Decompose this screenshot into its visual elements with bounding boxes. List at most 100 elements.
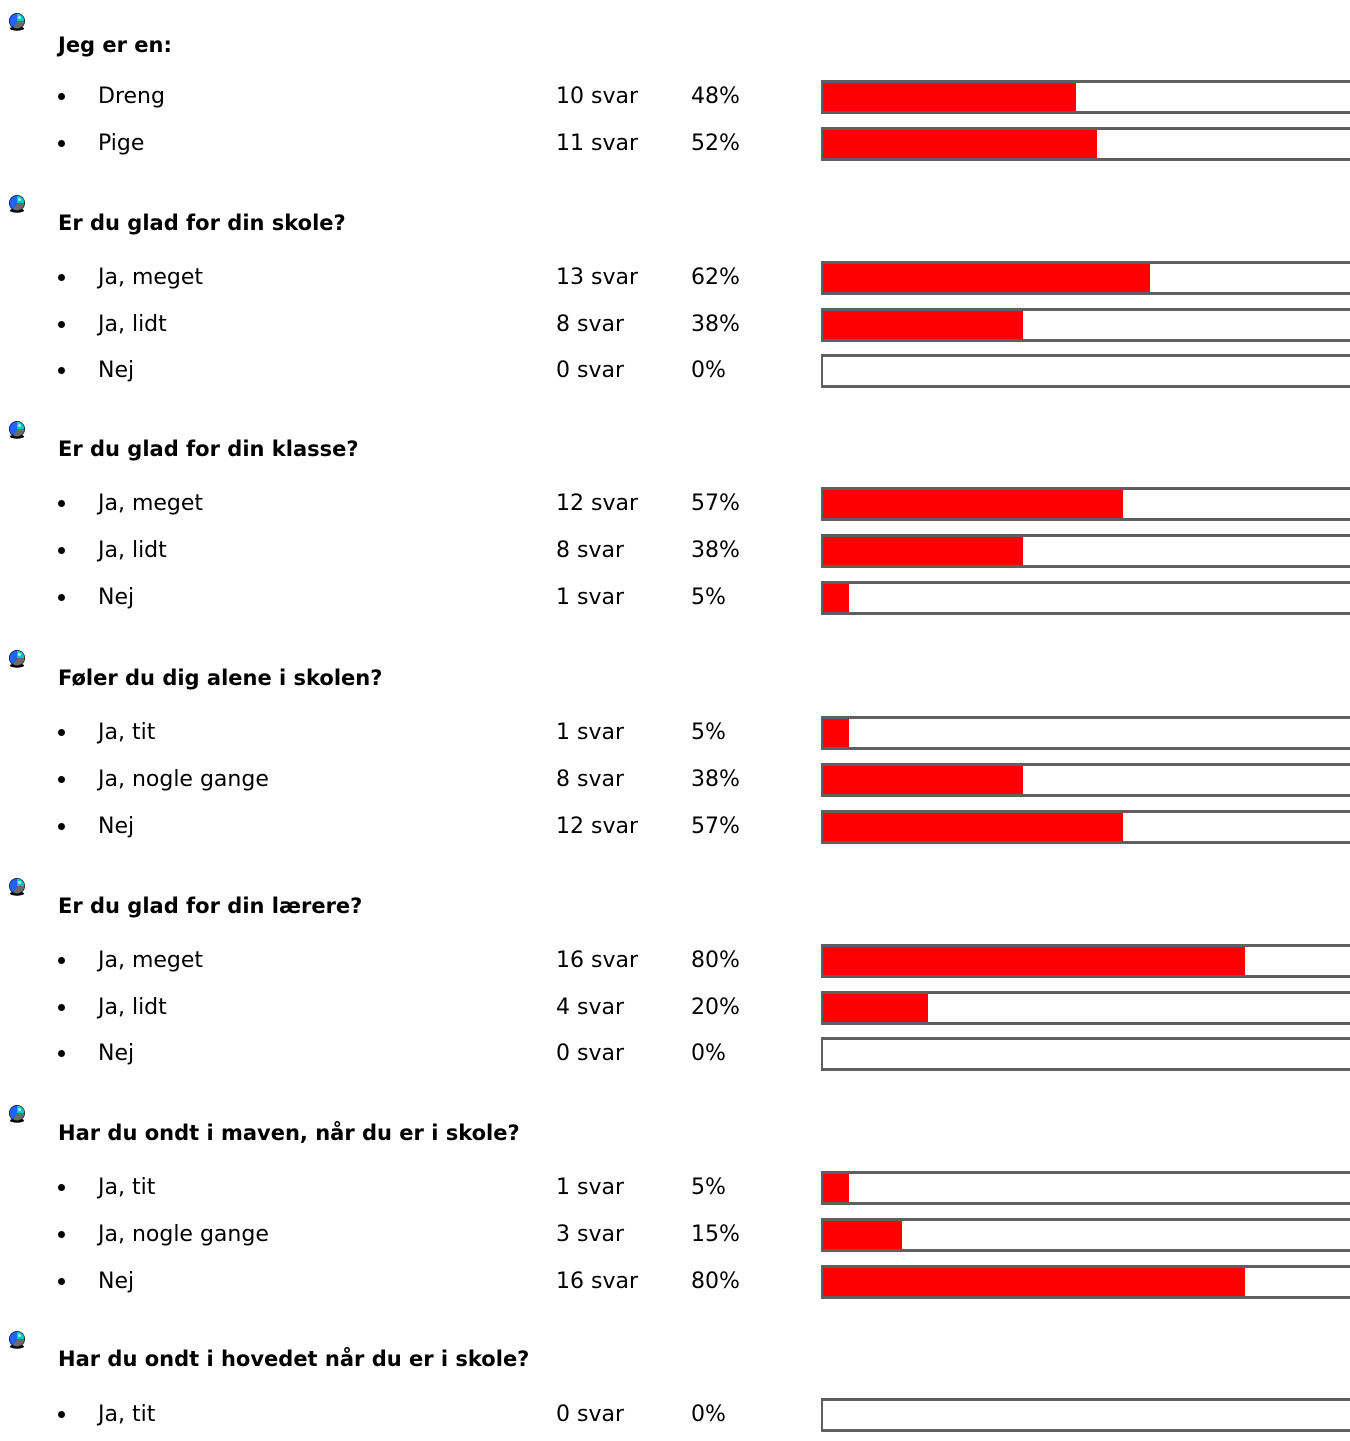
bullet-icon <box>58 594 65 601</box>
answer-row: Ja, lidt 8 svar 38% <box>0 534 1350 568</box>
answer-percent: 38% <box>691 767 740 792</box>
answer-count: 3 svar <box>556 1222 624 1247</box>
progress-bar <box>821 810 1350 844</box>
answer-count: 0 svar <box>556 1041 624 1066</box>
progress-bar <box>821 1265 1350 1299</box>
answer-count: 8 svar <box>556 538 624 563</box>
bullet-icon <box>58 93 65 100</box>
answer-row: Nej 1 svar 5% <box>0 581 1350 615</box>
answer-row: Ja, nogle gange 3 svar 15% <box>0 1218 1350 1252</box>
progress-bar-fill <box>823 537 1023 565</box>
bullet-icon <box>58 957 65 964</box>
answer-count: 13 svar <box>556 265 638 290</box>
answer-label: Ja, nogle gange <box>98 1222 269 1247</box>
progress-bar <box>821 261 1350 295</box>
answer-count: 12 svar <box>556 814 638 839</box>
answer-row: Ja, meget 16 svar 80% <box>0 944 1350 978</box>
answer-count: 10 svar <box>556 84 638 109</box>
progress-bar <box>821 991 1350 1025</box>
progress-bar <box>821 308 1350 342</box>
answer-label: Ja, meget <box>98 491 204 516</box>
bullet-icon <box>58 140 65 147</box>
question-title: Er du glad for din klasse? <box>58 437 359 461</box>
answer-row: Ja, meget 13 svar 62% <box>0 261 1350 295</box>
progress-bar-fill <box>823 1268 1245 1296</box>
bullet-icon <box>58 823 65 830</box>
pie-chart-icon <box>7 1330 27 1350</box>
pie-chart-icon <box>7 420 27 440</box>
bullet-icon <box>58 729 65 736</box>
question-title: Føler du dig alene i skolen? <box>58 666 383 690</box>
answer-count: 1 svar <box>556 720 624 745</box>
answer-percent: 48% <box>691 84 740 109</box>
answer-label: Nej <box>98 1041 135 1066</box>
progress-bar <box>821 716 1350 750</box>
bullet-icon <box>58 547 65 554</box>
progress-bar-fill <box>823 311 1023 339</box>
answer-count: 8 svar <box>556 767 624 792</box>
progress-bar-fill <box>823 130 1097 158</box>
progress-bar-fill <box>823 994 928 1022</box>
answer-count: 16 svar <box>556 948 638 973</box>
progress-bar-fill <box>823 947 1245 975</box>
answer-percent: 0% <box>691 358 726 383</box>
answer-percent: 20% <box>691 995 740 1020</box>
progress-bar-fill <box>823 766 1023 794</box>
bullet-icon <box>58 1184 65 1191</box>
answer-count: 11 svar <box>556 131 638 156</box>
bullet-icon <box>58 367 65 374</box>
answer-percent: 80% <box>691 1269 740 1294</box>
answer-row: Nej 0 svar 0% <box>0 354 1350 388</box>
answer-label: Ja, tit <box>98 720 156 745</box>
pie-chart-icon <box>7 1104 27 1124</box>
answer-label: Nej <box>98 1269 135 1294</box>
answer-label: Nej <box>98 585 135 610</box>
bullet-icon <box>58 776 65 783</box>
answer-percent: 38% <box>691 312 740 337</box>
answer-percent: 5% <box>691 720 726 745</box>
answer-label: Nej <box>98 358 135 383</box>
answer-percent: 57% <box>691 814 740 839</box>
bullet-icon <box>58 1411 65 1418</box>
answer-row: Ja, nogle gange 8 svar 38% <box>0 763 1350 797</box>
answer-label: Ja, tit <box>98 1175 156 1200</box>
answer-row: Ja, lidt 4 svar 20% <box>0 991 1350 1025</box>
answer-percent: 5% <box>691 1175 726 1200</box>
answer-row: Ja, tit 1 svar 5% <box>0 1171 1350 1205</box>
answer-count: 16 svar <box>556 1269 638 1294</box>
question-title: Jeg er en: <box>58 33 172 57</box>
progress-bar-fill <box>823 1221 902 1249</box>
answer-label: Ja, lidt <box>98 538 167 563</box>
answer-label: Ja, meget <box>98 265 204 290</box>
bullet-icon <box>58 1231 65 1238</box>
progress-bar-fill <box>823 1174 849 1202</box>
bullet-icon <box>58 1278 65 1285</box>
answer-row: Ja, lidt 8 svar 38% <box>0 308 1350 342</box>
progress-bar <box>821 763 1350 797</box>
progress-bar <box>821 354 1350 388</box>
answer-row: Nej 12 svar 57% <box>0 810 1350 844</box>
answer-percent: 52% <box>691 131 740 156</box>
answer-percent: 0% <box>691 1402 726 1427</box>
progress-bar <box>821 80 1350 114</box>
answer-percent: 15% <box>691 1222 740 1247</box>
answer-count: 4 svar <box>556 995 624 1020</box>
progress-bar-fill <box>823 813 1123 841</box>
progress-bar <box>821 127 1350 161</box>
progress-bar <box>821 944 1350 978</box>
progress-bar-fill <box>823 264 1150 292</box>
answer-percent: 57% <box>691 491 740 516</box>
pie-chart-icon <box>7 194 27 214</box>
pie-chart-icon <box>7 649 27 669</box>
question-title: Har du ondt i maven, når du er i skole? <box>58 1121 520 1145</box>
answer-row: Nej 16 svar 80% <box>0 1265 1350 1299</box>
answer-row: Ja, tit 0 svar 0% <box>0 1398 1350 1432</box>
answer-count: 0 svar <box>556 1402 624 1427</box>
answer-count: 1 svar <box>556 585 624 610</box>
progress-bar <box>821 487 1350 521</box>
question-title: Er du glad for din skole? <box>58 211 346 235</box>
answer-percent: 80% <box>691 948 740 973</box>
answer-label: Ja, meget <box>98 948 204 973</box>
progress-bar <box>821 581 1350 615</box>
